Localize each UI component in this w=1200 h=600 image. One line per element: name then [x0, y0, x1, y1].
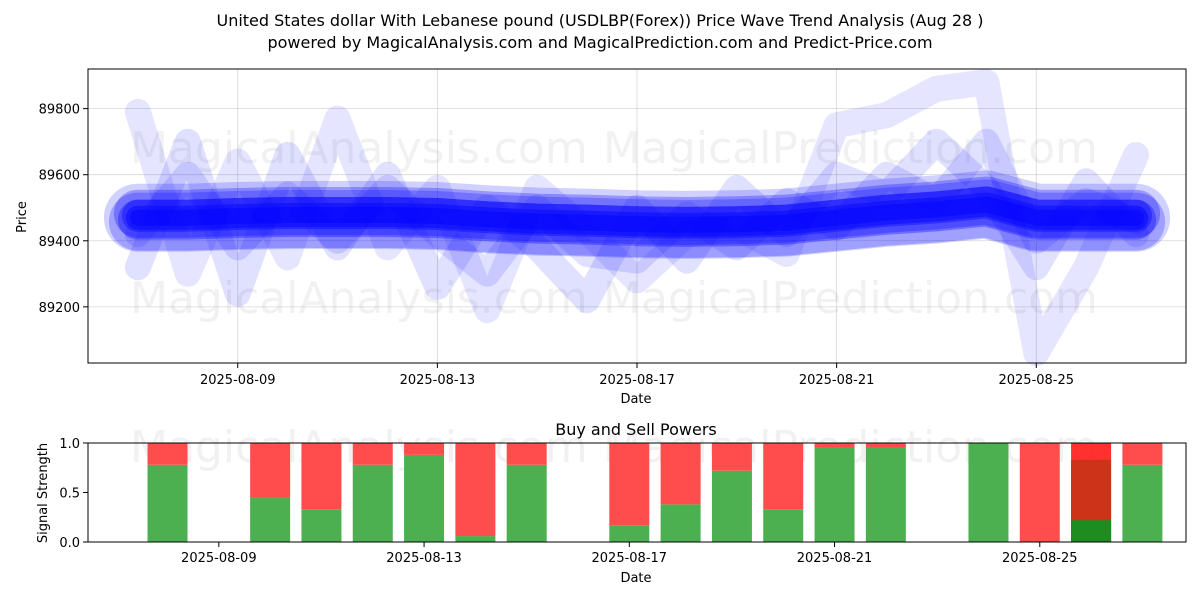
price-x-ticks: 2025-08-09 2025-08-13 2025-08-17 2025-08-21… — [200, 363, 1074, 388]
price-x-tick-label: 2025-08-25 — [998, 373, 1074, 388]
powers-y-tick-label: 0.5 — [59, 487, 80, 502]
buy-bar — [352, 464, 393, 542]
sell-bar — [506, 443, 547, 465]
powers-x-tick-label: 2025-08-21 — [797, 551, 873, 566]
buy-bar — [968, 443, 1009, 542]
buy-bar — [609, 525, 650, 542]
price-wave-band — [108, 179, 1166, 258]
sell-bar — [352, 443, 393, 465]
sell-bar — [814, 443, 855, 448]
chart-title: United States dollar With Lebanese pound… — [216, 11, 983, 30]
price-y-tick-label: 89200 — [39, 301, 80, 316]
price-wave-band — [117, 186, 1157, 247]
buy-bar — [506, 464, 547, 542]
sell-bar — [1122, 443, 1163, 465]
chart-subtitle: powered by MagicalAnalysis.com and Magic… — [267, 33, 932, 52]
sell-bar — [763, 443, 804, 510]
buy-bar — [147, 464, 188, 542]
price-y-ticks: 89200 89400 89600 89800 — [39, 103, 88, 316]
price-wave-band — [121, 186, 1153, 239]
sell-bar — [250, 443, 291, 498]
powers-x-axis-label: Date — [620, 571, 651, 586]
buy-bar — [763, 509, 804, 542]
powers-x-tick-label: 2025-08-25 — [1002, 551, 1078, 566]
powers-x-tick-label: 2025-08-17 — [592, 551, 668, 566]
price-wave-series — [103, 69, 1171, 367]
price-x-axis-label: Date — [620, 392, 651, 407]
price-wave-band — [113, 176, 1161, 245]
price-x-tick-label: 2025-08-09 — [200, 373, 276, 388]
powers-y-axis-label: Signal Strength — [36, 443, 51, 543]
powers-y-tick-label: 0.0 — [59, 536, 80, 551]
price-wave-band — [125, 192, 1149, 237]
buy-bar — [1071, 520, 1112, 542]
price-y-tick-label: 89400 — [39, 235, 80, 250]
sell-bar — [1019, 443, 1060, 542]
watermark-analysis: MagicalAnalysis.com — [130, 123, 588, 174]
price-wave-zigzag — [124, 128, 1150, 314]
price-y-tick-label: 89800 — [39, 103, 80, 118]
price-wave-band — [129, 196, 1145, 233]
powers-bars — [147, 443, 1163, 542]
sell-bar — [609, 443, 650, 526]
buy-bar — [1122, 464, 1163, 542]
price-wave-band — [103, 170, 1171, 259]
sell-bar — [865, 443, 906, 448]
sell-bar — [301, 443, 342, 510]
watermark-analysis: MagicalAnalysis.com — [130, 273, 588, 324]
buy-bar — [711, 470, 752, 542]
price-y-axis-label: Price — [15, 201, 30, 233]
buy-bar — [404, 454, 445, 542]
price-x-tick-label: 2025-08-17 — [599, 373, 675, 388]
sell-bar — [404, 443, 445, 455]
price-wave-zigzag — [124, 128, 1150, 287]
buy-bar — [660, 504, 701, 542]
watermark-prediction: MagicalPrediction.com — [603, 273, 1098, 324]
buy-bar — [455, 536, 496, 542]
powers-y-ticks: 0.0 0.5 1.0 — [59, 437, 88, 551]
price-watermarks: MagicalAnalysis.com MagicalPrediction.co… — [130, 123, 1098, 324]
powers-x-tick-label: 2025-08-13 — [386, 551, 462, 566]
powers-title: Buy and Sell Powers — [555, 420, 717, 439]
buy-bar — [865, 447, 906, 542]
price-grid — [88, 69, 1186, 363]
buy-bar — [301, 509, 342, 542]
powers-y-tick-label: 1.0 — [59, 437, 80, 452]
sell-bar — [455, 443, 496, 537]
watermark-prediction: MagicalPrediction.com — [603, 123, 1098, 174]
sell-bar — [660, 443, 701, 505]
price-x-tick-label: 2025-08-13 — [400, 373, 476, 388]
sell-bar — [147, 443, 188, 465]
powers-x-tick-label: 2025-08-09 — [181, 551, 257, 566]
sell-bar — [711, 443, 752, 471]
buy-bar — [250, 497, 291, 542]
price-y-tick-label: 89600 — [39, 169, 80, 184]
price-x-tick-label: 2025-08-21 — [799, 373, 875, 388]
buy-bar — [814, 447, 855, 542]
powers-x-ticks: 2025-08-09 2025-08-13 2025-08-17 2025-08-21… — [181, 542, 1078, 566]
price-wave-zigzag — [124, 69, 1150, 367]
